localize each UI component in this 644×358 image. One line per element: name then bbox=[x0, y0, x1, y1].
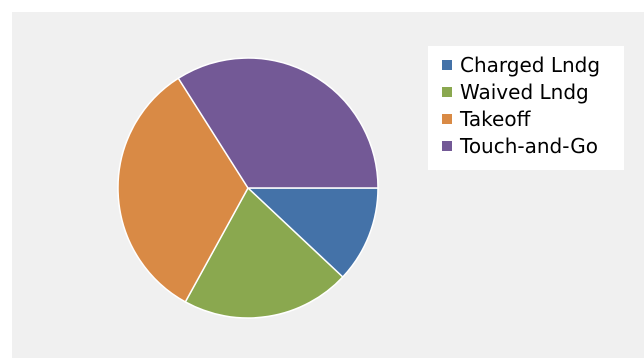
pie-slice-takeoff bbox=[117, 77, 249, 303]
legend-item-charged-lndg: Charged Lndg bbox=[442, 51, 624, 78]
legend-item-takeoff: Takeoff bbox=[442, 105, 624, 132]
legend-swatch-charged-lndg bbox=[442, 59, 452, 70]
legend-item-waived-lndg: Waived Lndg bbox=[442, 78, 624, 105]
legend-label-charged-lndg: Charged Lndg bbox=[460, 52, 601, 77]
pie-slice-waived-lndg bbox=[184, 187, 344, 319]
legend: Charged Lndg Waived Lndg Takeoff Touch-a… bbox=[428, 46, 624, 170]
legend-swatch-takeoff bbox=[442, 113, 452, 124]
legend-swatch-waived-lndg bbox=[442, 86, 452, 97]
legend-swatch-touch-and-go bbox=[442, 140, 452, 151]
legend-item-touch-and-go: Touch-and-Go bbox=[442, 132, 624, 159]
legend-label-takeoff: Takeoff bbox=[460, 106, 531, 131]
legend-label-waived-lndg: Waived Lndg bbox=[460, 79, 589, 104]
pie-chart bbox=[117, 57, 379, 319]
pie-slice-touch-and-go bbox=[177, 57, 379, 189]
legend-label-touch-and-go: Touch-and-Go bbox=[460, 133, 598, 158]
chart-panel: Charged Lndg Waived Lndg Takeoff Touch-a… bbox=[12, 12, 644, 358]
pie-slice-charged-lndg bbox=[247, 187, 379, 278]
